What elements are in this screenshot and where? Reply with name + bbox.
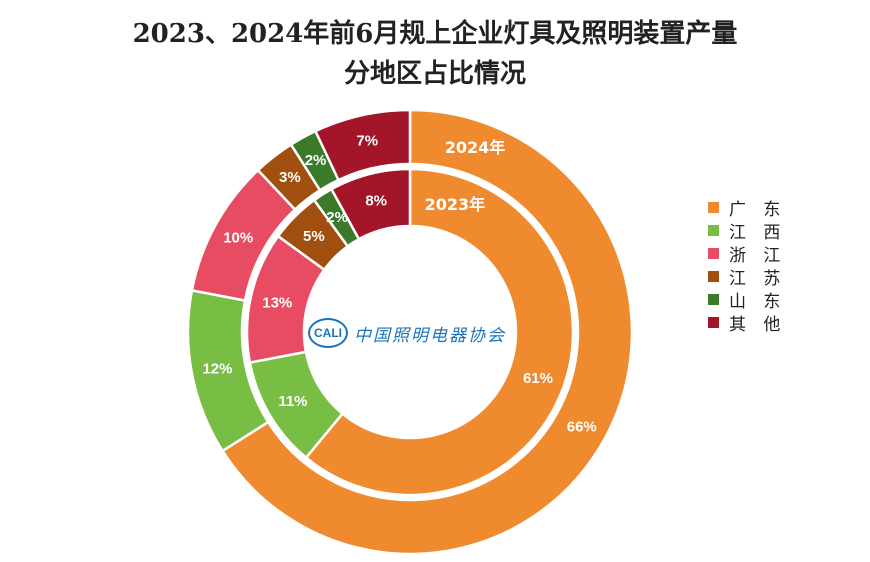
chart-title-line-2: 分地区占比情况 xyxy=(343,59,526,89)
ring-inner: 61% 11% 13% 5%2% 8% 2023年 xyxy=(245,167,575,497)
legend-label-zhejiang: 浙 江 xyxy=(729,246,787,266)
data-label-outer-shandong: 2% xyxy=(305,152,327,169)
data-label-inner-jiangsu: 5% xyxy=(303,228,325,245)
data-label-inner-jiangxi: 11% xyxy=(278,393,307,410)
legend-item-jiangxi: 江 西 xyxy=(708,219,787,243)
series-label-outer: 2024年 xyxy=(445,138,506,157)
legend-item-shandong: 山 东 xyxy=(708,288,787,312)
legend-item-zhejiang: 浙 江 xyxy=(708,242,787,266)
data-label-inner-shandong: 2% xyxy=(326,209,348,226)
slice-outer-other xyxy=(313,108,412,182)
legend-item-guangdong: 广 东 xyxy=(708,196,787,220)
association-logo: CALI xyxy=(308,318,348,348)
legend-swatch-jiangsu xyxy=(708,271,719,282)
chart-legend: 广 东江 西浙 江江 苏山 东其 他 xyxy=(708,196,787,335)
slice-inner-other xyxy=(329,167,412,241)
watermark: CALI 中国照明电器协会 xyxy=(308,318,506,348)
association-name: 中国照明电器协会 xyxy=(354,325,506,346)
data-label-outer-other: 7% xyxy=(356,133,378,150)
legend-label-jiangxi: 江 西 xyxy=(729,223,787,243)
data-label-outer-jiangsu: 3% xyxy=(279,169,301,186)
ring-outer: 66%12%10%3%2%7% 2024年 xyxy=(186,108,634,556)
legend-swatch-guangdong xyxy=(708,202,719,213)
chart-title: 2023、2024年前6月规上企业灯具及照明装置产量 分地区占比情况 xyxy=(0,14,870,94)
legend-swatch-jiangxi xyxy=(708,225,719,236)
data-label-outer-jiangxi: 12% xyxy=(202,361,232,378)
data-label-outer-zhejiang: 10% xyxy=(223,230,253,247)
data-label-inner-other: 8% xyxy=(365,192,387,209)
slice-outer-guangdong xyxy=(220,108,634,556)
legend-label-shandong: 山 东 xyxy=(729,292,787,312)
data-label-inner-zhejiang: 13% xyxy=(262,294,292,311)
chart-title-line-1: 2023、2024年前6月规上企业灯具及照明装置产量 xyxy=(132,19,738,49)
legend-label-jiangsu: 江 苏 xyxy=(729,269,787,289)
series-label-inner: 2023年 xyxy=(425,195,486,214)
legend-swatch-zhejiang xyxy=(708,248,719,259)
legend-swatch-shandong xyxy=(708,294,719,305)
slice-inner-guangdong xyxy=(304,167,575,497)
legend-label-other: 其 他 xyxy=(729,315,787,335)
legend-item-jiangsu: 江 苏 xyxy=(708,265,787,289)
data-label-inner-guangdong: 61% xyxy=(523,370,553,387)
legend-label-guangdong: 广 东 xyxy=(729,200,787,220)
legend-item-other: 其 他 xyxy=(708,311,787,335)
legend-swatch-other xyxy=(708,317,719,328)
data-label-outer-guangdong: 66% xyxy=(567,418,597,435)
